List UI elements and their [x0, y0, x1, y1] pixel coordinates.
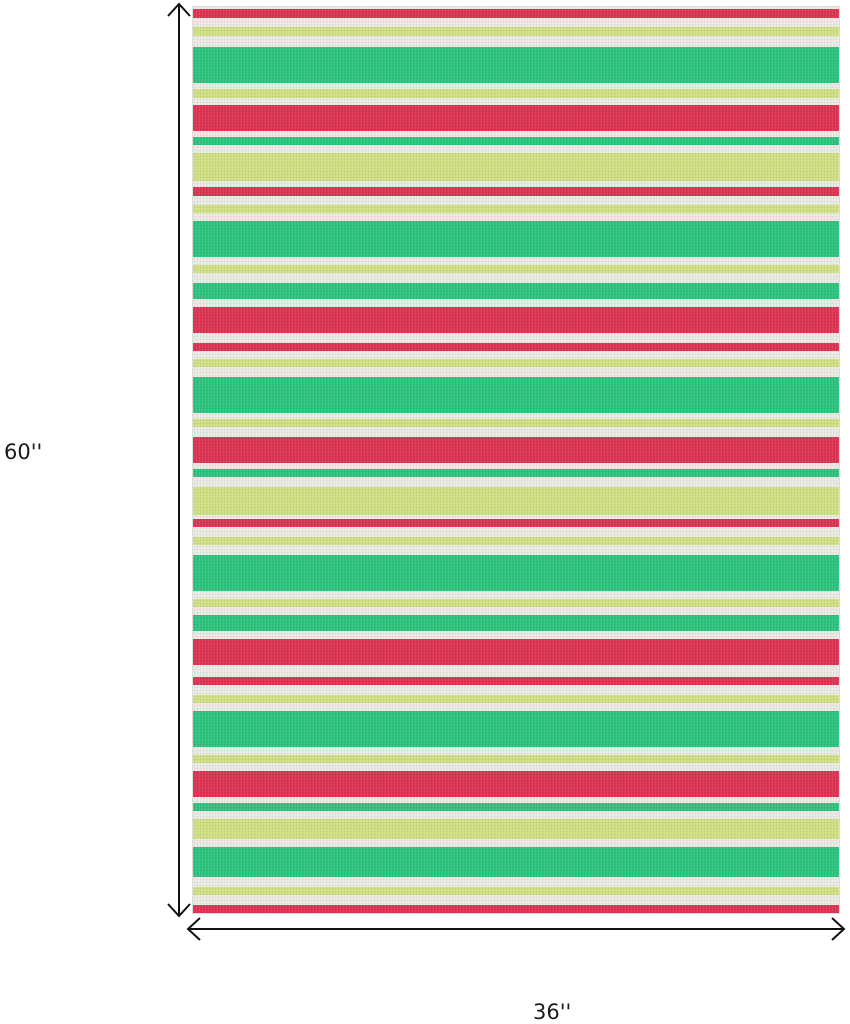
rug-stripe [193, 153, 839, 181]
width-label: 36'' [533, 1000, 572, 1024]
rug-stripe [193, 205, 839, 213]
rug-stripe [193, 283, 839, 299]
rug-stripe [193, 377, 839, 413]
rug-stripe [193, 487, 839, 515]
rug-stripe [193, 519, 839, 527]
rug-stripe [193, 555, 839, 591]
rug-stripe [193, 437, 839, 463]
height-arrow [167, 2, 191, 918]
rug-stripe [193, 419, 839, 427]
rug-stripe [193, 847, 839, 877]
rug-stripe [193, 469, 839, 477]
rug-stripe [193, 887, 839, 895]
height-label: 60'' [4, 440, 43, 464]
rug-stripe [193, 137, 839, 145]
rug-stripe [193, 771, 839, 797]
rug-stripe [193, 695, 839, 703]
rug-stripe [193, 599, 839, 607]
rug-stripe [193, 537, 839, 545]
rug-stripe [193, 359, 839, 367]
rug-stripe [193, 105, 839, 131]
rug-stripe [193, 9, 839, 18]
rug-stripe [193, 819, 839, 839]
rug-stripe [193, 615, 839, 631]
rug-stripe [193, 221, 839, 257]
rug-stripe [193, 803, 839, 811]
rug-stripe [193, 187, 839, 196]
rug-stripe [193, 677, 839, 685]
rug-stripe [193, 639, 839, 665]
rug-stripe [193, 307, 839, 333]
rug-stripe [193, 89, 839, 98]
rug-stripe [193, 711, 839, 747]
rug-stripe [193, 755, 839, 763]
rug-stripe [193, 343, 839, 351]
rug-image [192, 6, 840, 914]
width-arrow [186, 917, 846, 941]
rug-stripe [193, 265, 839, 273]
rug-stripe [193, 905, 839, 913]
rug-stripe [193, 47, 839, 83]
rug-stripe [193, 27, 839, 36]
